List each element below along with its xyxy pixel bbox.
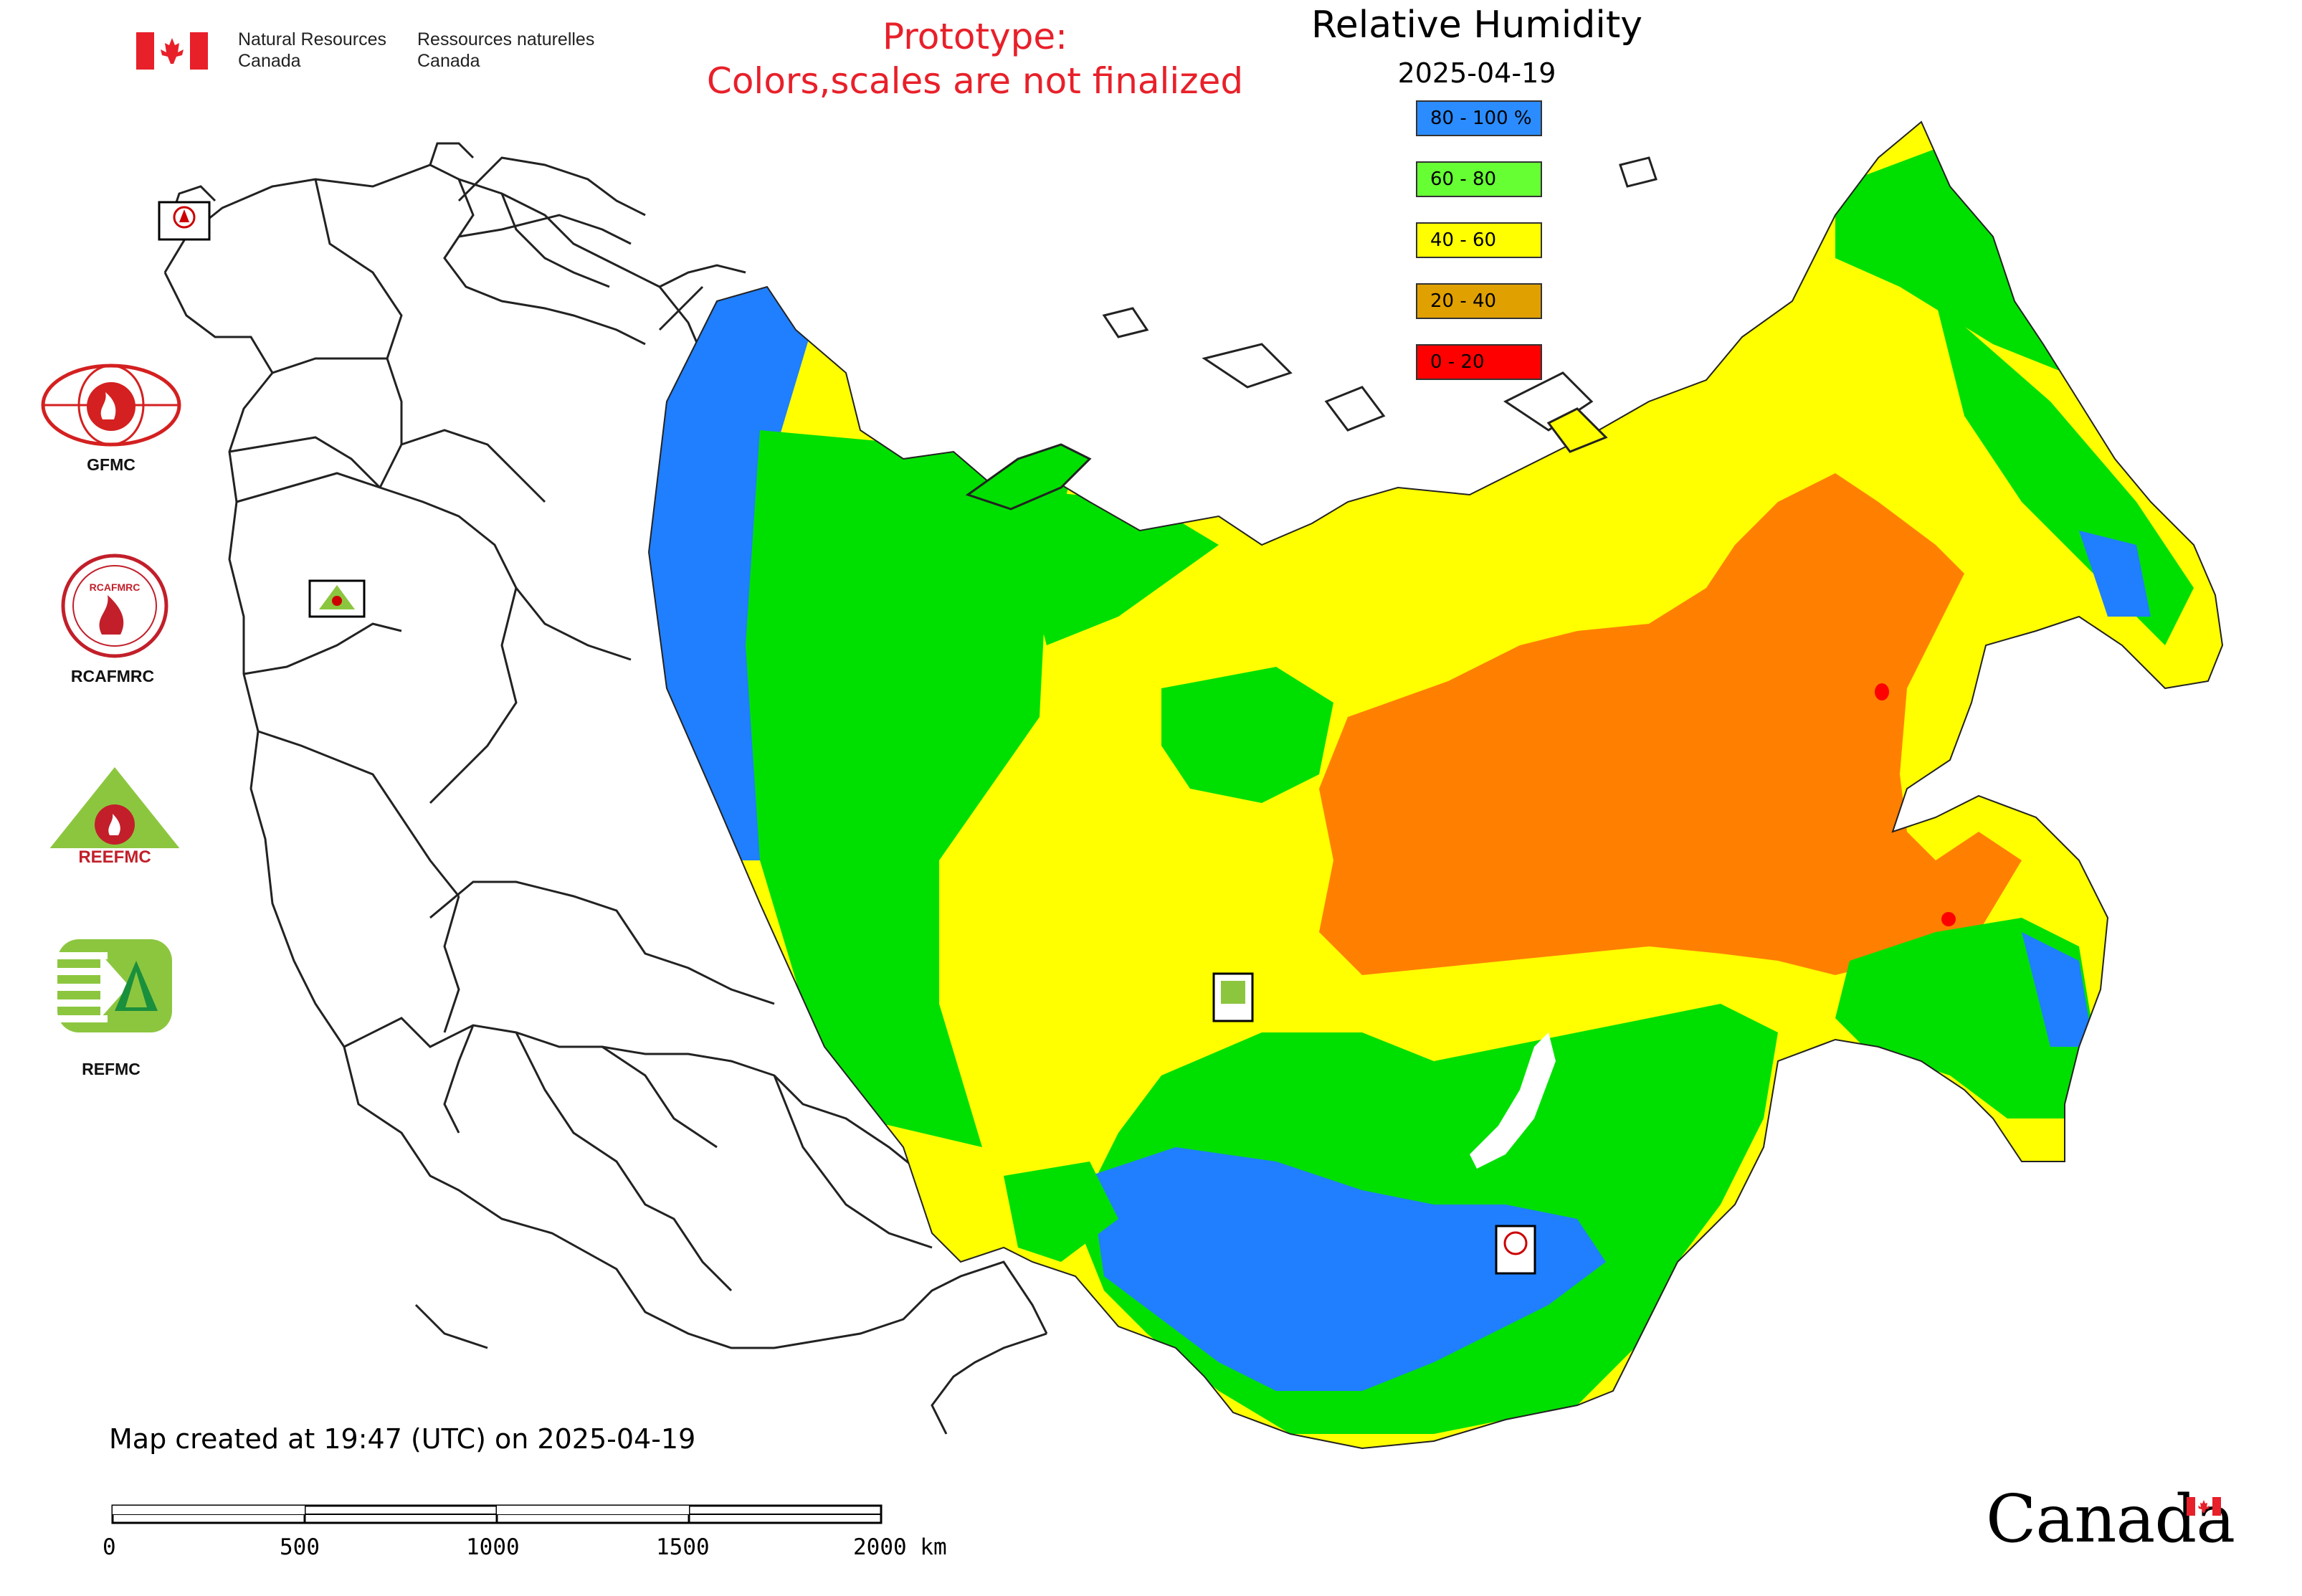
scale-bar bbox=[111, 1504, 885, 1529]
rcafmrc-logo-icon: RCAFMRC bbox=[57, 552, 172, 662]
svg-text:RCAFMRC: RCAFMRC bbox=[90, 581, 141, 593]
refmc-label: REFMC bbox=[82, 1060, 141, 1078]
scale-tick-2000: 2000 km bbox=[853, 1534, 947, 1560]
gfmc-logo-icon bbox=[39, 362, 183, 451]
wordmark-flag-icon bbox=[2187, 1497, 2221, 1519]
legend-item-40-60: 40 - 60 bbox=[1416, 222, 1542, 258]
scale-tick-0: 0 bbox=[103, 1534, 116, 1560]
reefmc-mark-text: REEFMC bbox=[78, 847, 151, 867]
map-created-note: Map created at 19:47 (UTC) on 2025-04-19 bbox=[109, 1423, 696, 1455]
map-markers bbox=[158, 201, 1536, 1275]
map-title: Relative Humidity bbox=[1311, 4, 1642, 47]
scale-tick-1000: 1000 bbox=[466, 1534, 520, 1560]
canada-flag-icon bbox=[136, 32, 208, 72]
country-borders bbox=[163, 142, 1048, 1435]
legend-item-60-80: 60 - 80 bbox=[1416, 161, 1542, 197]
legend-item-80-100: 80 - 100 % bbox=[1416, 100, 1542, 136]
gov-name-fr: Ressources naturelles Canada bbox=[417, 29, 595, 71]
rcafmrc-label: RCAFMRC bbox=[70, 667, 155, 685]
gov-name-en: Natural Resources Canada bbox=[238, 29, 387, 71]
reefmc-logo-icon: REEFMC bbox=[39, 764, 190, 874]
legend-item-20-40: 20 - 40 bbox=[1416, 283, 1542, 319]
arctic-islands bbox=[965, 156, 1657, 510]
refmc-logo-icon bbox=[57, 939, 172, 1035]
prototype-notice: Prototype: Colors,scales are not finaliz… bbox=[706, 16, 1244, 102]
scale-tick-1500: 1500 bbox=[656, 1534, 710, 1560]
legend-item-0-20: 0 - 20 bbox=[1416, 344, 1542, 380]
canada-wordmark: Canada bbox=[1986, 1481, 2235, 1557]
gfmc-label: GFMC bbox=[87, 455, 135, 474]
scale-tick-500: 500 bbox=[280, 1534, 320, 1560]
map-date: 2025-04-19 bbox=[1397, 57, 1556, 89]
